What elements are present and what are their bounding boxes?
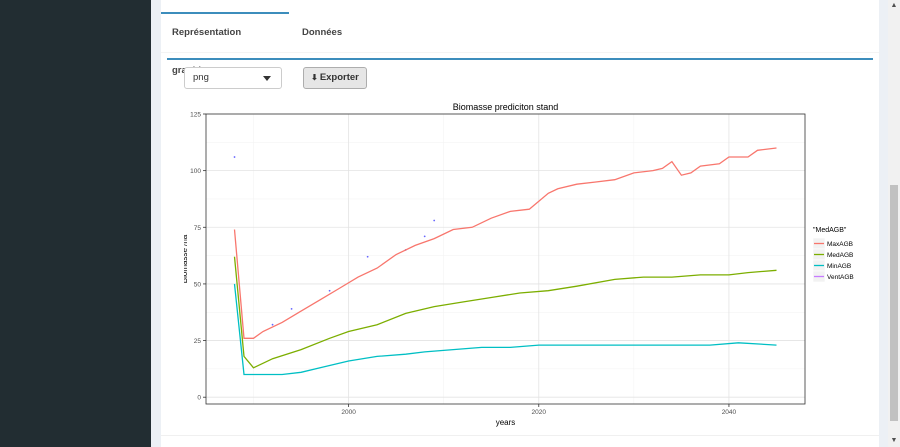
export-button-label: Exporter	[319, 72, 359, 83]
scroll-up-icon[interactable]: ▲	[890, 2, 898, 9]
download-icon: ⬇	[311, 73, 318, 82]
x-tick-label: 2000	[341, 409, 356, 416]
y-tick-label: 0	[197, 395, 201, 402]
tab-donnees[interactable]: Données	[291, 12, 353, 52]
tab-content-divider	[167, 58, 873, 60]
x-tick-label: 2020	[532, 409, 547, 416]
x-tick-label: 2040	[722, 409, 737, 416]
legend-entry: VentAGB	[827, 274, 854, 281]
tab-panel: Représentation graphique Données png ⬇Ex…	[161, 0, 879, 447]
observation-point	[366, 255, 369, 258]
y-tick-label: 50	[194, 281, 202, 288]
observation-point	[433, 219, 436, 222]
observation-point	[290, 307, 293, 310]
legend-entry: MedAGB	[827, 252, 853, 259]
sidebar	[0, 0, 151, 447]
legend-entry: MaxAGB	[827, 241, 853, 248]
y-tick-label: 100	[190, 168, 201, 175]
legend-entry: MinAGB	[827, 263, 851, 270]
biomass-chart: 0 25 50 75 100 125 2000 2020 2040 Biomasse predic…	[184, 102, 854, 427]
plot-border	[205, 113, 806, 405]
series-line-medagb	[233, 256, 777, 369]
y-axis-label: Biomasse /ha	[184, 234, 189, 283]
main-content: Représentation graphique Données png ⬇Ex…	[151, 0, 888, 447]
plot-background	[206, 114, 805, 404]
scroll-down-icon[interactable]: ▼	[890, 437, 898, 444]
y-tick-label: 25	[194, 338, 202, 345]
format-select[interactable]: png	[184, 67, 282, 89]
format-select-value: png	[193, 72, 209, 83]
scrollbar-thumb[interactable]	[890, 185, 898, 421]
y-tick-label: 125	[190, 112, 201, 119]
legend-title: "MedAGB"	[813, 227, 847, 234]
export-button[interactable]: ⬇ Exporter	[303, 67, 367, 89]
y-tick-label: 75	[194, 225, 202, 232]
tab-bar: Représentation graphique Données	[161, 12, 879, 76]
vertical-scrollbar[interactable]: ▲ ▼	[888, 0, 900, 447]
chart-title: Biomasse prediciton stand	[453, 102, 559, 112]
caret-down-icon	[263, 76, 271, 81]
observation-point	[271, 323, 274, 326]
observation-point	[233, 156, 236, 158]
series-line-maxagb	[233, 147, 777, 339]
tab-representation-graphique[interactable]: Représentation graphique	[161, 12, 289, 76]
observation-point	[423, 235, 426, 238]
series-line-minagb	[233, 283, 777, 376]
tab-label: Données	[302, 27, 343, 38]
panel-footer-divider	[161, 435, 879, 436]
x-axis-label: years	[496, 418, 516, 427]
observation-point	[328, 289, 331, 292]
